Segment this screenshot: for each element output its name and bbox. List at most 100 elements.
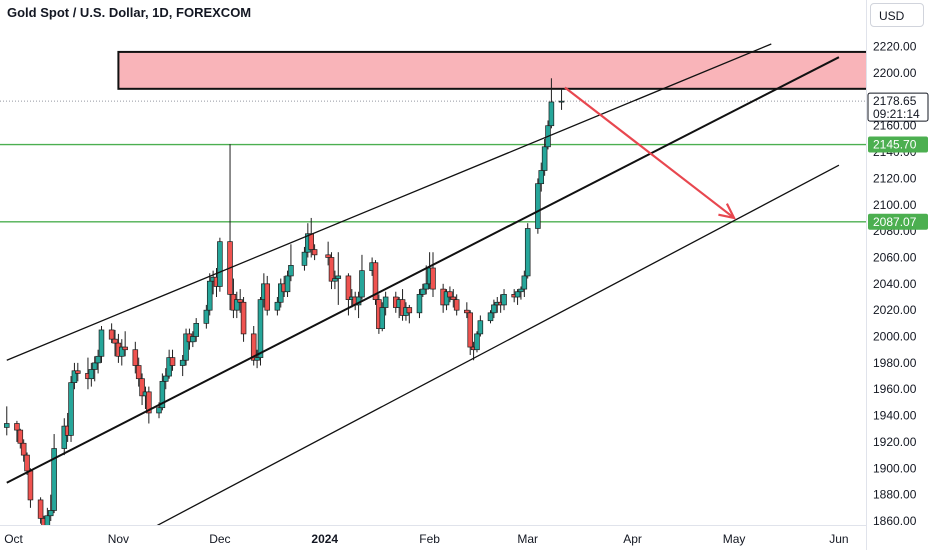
time-axis-background	[0, 525, 866, 550]
candle	[91, 356, 98, 382]
candle-body	[535, 183, 541, 229]
price-tick-label: 2040.00	[873, 277, 917, 291]
candle-body	[203, 309, 210, 324]
price-tick-label: 2060.00	[873, 250, 917, 264]
candle	[447, 286, 453, 303]
candle-body	[17, 429, 24, 444]
price-tick-label: 2100.00	[873, 198, 917, 212]
candle-body	[234, 299, 240, 311]
candle-body	[257, 299, 264, 358]
candle-body	[274, 301, 281, 311]
candle	[51, 434, 57, 514]
candle	[119, 339, 125, 366]
candle-body	[206, 280, 213, 311]
candle-body	[311, 249, 318, 256]
candle-body	[514, 291, 521, 298]
candle	[487, 310, 494, 324]
candle	[17, 428, 24, 449]
candle-body	[98, 329, 105, 357]
candle	[274, 297, 281, 316]
chart-title: Gold Spot / U.S. Dollar, 1D, FOREXCOM	[7, 5, 252, 20]
candle-body	[139, 378, 145, 397]
candle-body	[308, 233, 314, 250]
candle-body	[179, 359, 186, 366]
candle	[325, 241, 331, 266]
level-badge-low: 2087.07	[868, 213, 928, 230]
level-badge-high-text: 2145.70	[873, 138, 917, 152]
current-price-badge-text: 2178.65	[873, 94, 917, 108]
price-tick-label: 1980.00	[873, 356, 917, 370]
currency-selector[interactable]: USD	[870, 3, 924, 27]
horizontal-levels-layer	[0, 100, 866, 223]
candle	[524, 223, 531, 279]
candle-body	[332, 278, 338, 282]
time-tick-label: Feb	[419, 532, 440, 546]
candle	[301, 246, 308, 271]
candle	[399, 289, 406, 321]
candle	[71, 362, 78, 390]
candle-body	[47, 510, 54, 517]
candle-body	[75, 370, 81, 374]
candle-body	[406, 307, 413, 314]
price-axis-background	[866, 0, 932, 550]
candle-body	[328, 257, 335, 282]
candle-body	[162, 375, 169, 382]
candle	[521, 270, 528, 297]
price-tick-label: 1920.00	[873, 435, 917, 449]
candle	[406, 304, 413, 324]
candle	[237, 289, 243, 313]
candle	[328, 252, 335, 290]
candle-body	[156, 407, 162, 414]
candle	[217, 237, 223, 292]
candle-body	[112, 338, 118, 344]
candle	[278, 278, 284, 308]
price-tick-label: 1960.00	[873, 382, 917, 396]
candle-body	[37, 499, 44, 519]
candle-body	[217, 241, 223, 287]
candle-body	[288, 265, 294, 277]
candle	[514, 289, 521, 305]
candle	[558, 88, 565, 110]
candle-body	[467, 312, 473, 348]
price-tick-label: 2160.00	[873, 119, 917, 133]
candle	[379, 302, 386, 332]
candle	[257, 297, 264, 366]
current-price-badge-box	[867, 92, 929, 122]
candle-body	[372, 262, 379, 300]
candle-body	[382, 296, 389, 308]
candle-body	[183, 333, 189, 361]
candle	[166, 349, 172, 379]
candle	[372, 260, 379, 305]
candle	[20, 439, 27, 462]
candle-body	[278, 283, 284, 303]
candle-body	[264, 283, 271, 311]
candle-body	[193, 323, 199, 337]
candle	[443, 289, 450, 311]
candle-body	[518, 288, 524, 293]
candle	[179, 354, 186, 377]
candle-body	[558, 100, 565, 103]
candle	[518, 286, 524, 300]
candle	[190, 331, 196, 348]
candle-body	[20, 442, 27, 456]
candle-body	[119, 346, 125, 357]
candle-body	[91, 362, 98, 370]
candle-body	[146, 391, 152, 414]
candle-body	[301, 251, 308, 266]
candle	[311, 244, 318, 261]
time-tick-label: Dec	[209, 532, 230, 546]
candle	[548, 78, 555, 129]
candle-body	[443, 291, 450, 306]
candle-body	[27, 470, 34, 501]
candle-body	[423, 283, 430, 290]
candle	[420, 283, 426, 297]
candle	[206, 273, 213, 316]
price-tick-label: 2120.00	[873, 171, 917, 185]
candle	[193, 318, 199, 342]
candle	[227, 144, 233, 311]
candle	[335, 252, 342, 305]
channel-layer	[6, 43, 840, 527]
time-tick-label: Mar	[517, 532, 538, 546]
